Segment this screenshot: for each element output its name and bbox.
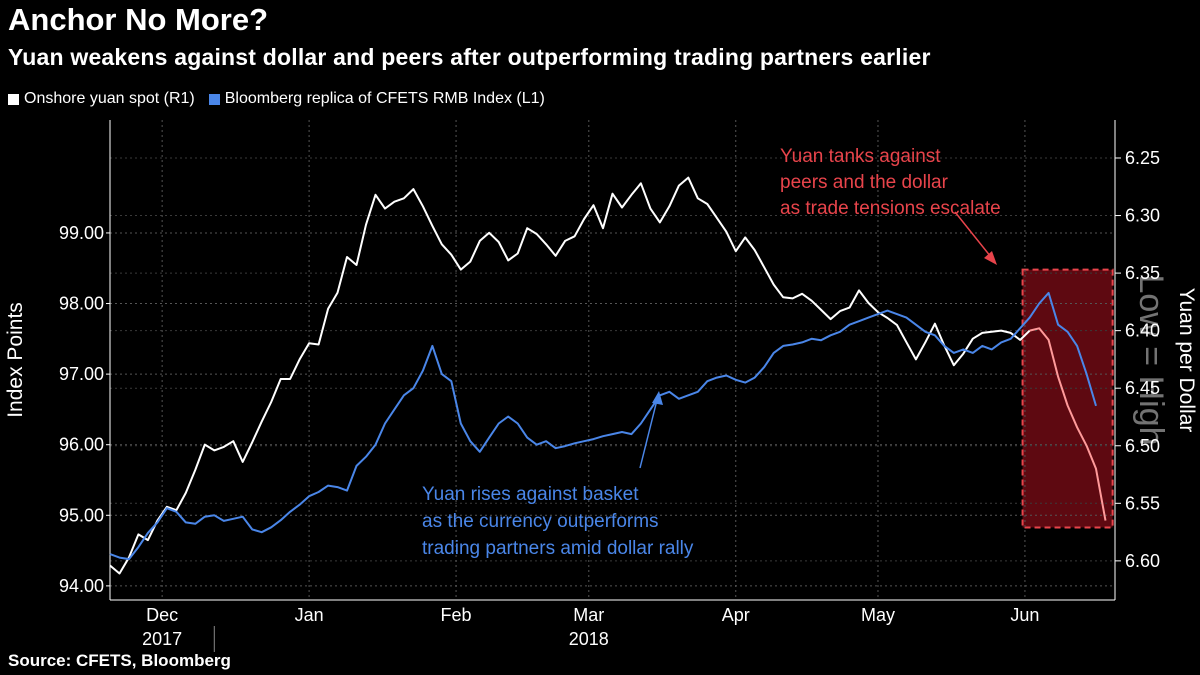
x-month-label: Jun <box>1010 605 1039 625</box>
source-note: Source: CFETS, Bloomberg <box>8 651 231 670</box>
y-left-tick-label: 94.00 <box>59 576 104 596</box>
y-right-tick-label: 6.45 <box>1125 378 1160 398</box>
series-line-0 <box>109 176 1031 575</box>
legend: Onshore yuan spot (R1) Bloomberg replica… <box>8 90 545 108</box>
annotation-red-line: as trade tensions escalate <box>780 198 1001 219</box>
y-right-axis-title: Yuan per Dollar <box>1175 288 1198 433</box>
y-right-tick-label: 6.25 <box>1125 148 1160 168</box>
annotation-red-arrowhead <box>984 251 997 265</box>
y-right-tick-label: 6.50 <box>1125 436 1160 456</box>
annotation-blue-arrowhead <box>652 391 663 405</box>
x-year-label: 2017 <box>142 629 182 649</box>
chart-title: Anchor No More? <box>8 2 269 37</box>
y-left-tick-label: 95.00 <box>59 505 104 525</box>
y-right-tick-label: 6.40 <box>1125 321 1160 341</box>
annotation-blue-arrow <box>639 395 659 469</box>
y-right-tick-label: 6.55 <box>1125 493 1160 513</box>
y-left-tick-label: 97.00 <box>59 364 104 384</box>
series-line-1 <box>109 291 1097 561</box>
series-line-2 <box>1029 327 1107 521</box>
annotation-red-line: Yuan tanks against <box>780 146 941 167</box>
legend-item-yuan-spot: Onshore yuan spot (R1) <box>8 90 195 108</box>
axis-inversion-note: Low = High <box>1132 274 1170 445</box>
y-right-tick-label: 6.35 <box>1125 263 1160 283</box>
x-month-label: Dec <box>146 605 178 625</box>
annotation-blue-line: as the currency outperforms <box>422 511 659 532</box>
annotation-red-line: peers and the dollar <box>780 172 949 193</box>
y-left-tick-label: 98.00 <box>59 294 104 314</box>
x-month-label: Apr <box>722 605 750 625</box>
legend-label-cfets-index: Bloomberg replica of CFETS RMB Index (L1… <box>224 90 545 107</box>
highlight-box <box>1021 268 1114 529</box>
legend-item-cfets-index: Bloomberg replica of CFETS RMB Index (L1… <box>208 90 545 108</box>
x-month-label: May <box>861 605 895 625</box>
x-year-label: 2018 <box>569 629 609 649</box>
annotation-blue-line: Yuan rises against basket <box>422 484 639 505</box>
chart-subtitle: Yuan weakens against dollar and peers af… <box>8 44 931 70</box>
y-left-axis-title: Index Points <box>4 302 27 418</box>
x-month-label: Mar <box>573 605 604 625</box>
legend-swatch-blue <box>208 93 220 105</box>
y-left-tick-label: 96.00 <box>59 435 104 455</box>
x-month-label: Jan <box>295 605 324 625</box>
annotation-blue-line: trading partners amid dollar rally <box>422 538 694 559</box>
x-month-label: Feb <box>441 605 472 625</box>
annotation-red-arrow <box>954 211 996 263</box>
legend-label-yuan-spot: Onshore yuan spot (R1) <box>24 90 195 107</box>
legend-swatch-white <box>8 93 19 105</box>
y-right-tick-label: 6.30 <box>1125 206 1160 226</box>
y-left-tick-label: 99.00 <box>59 223 104 243</box>
y-right-tick-label: 6.60 <box>1125 551 1160 571</box>
